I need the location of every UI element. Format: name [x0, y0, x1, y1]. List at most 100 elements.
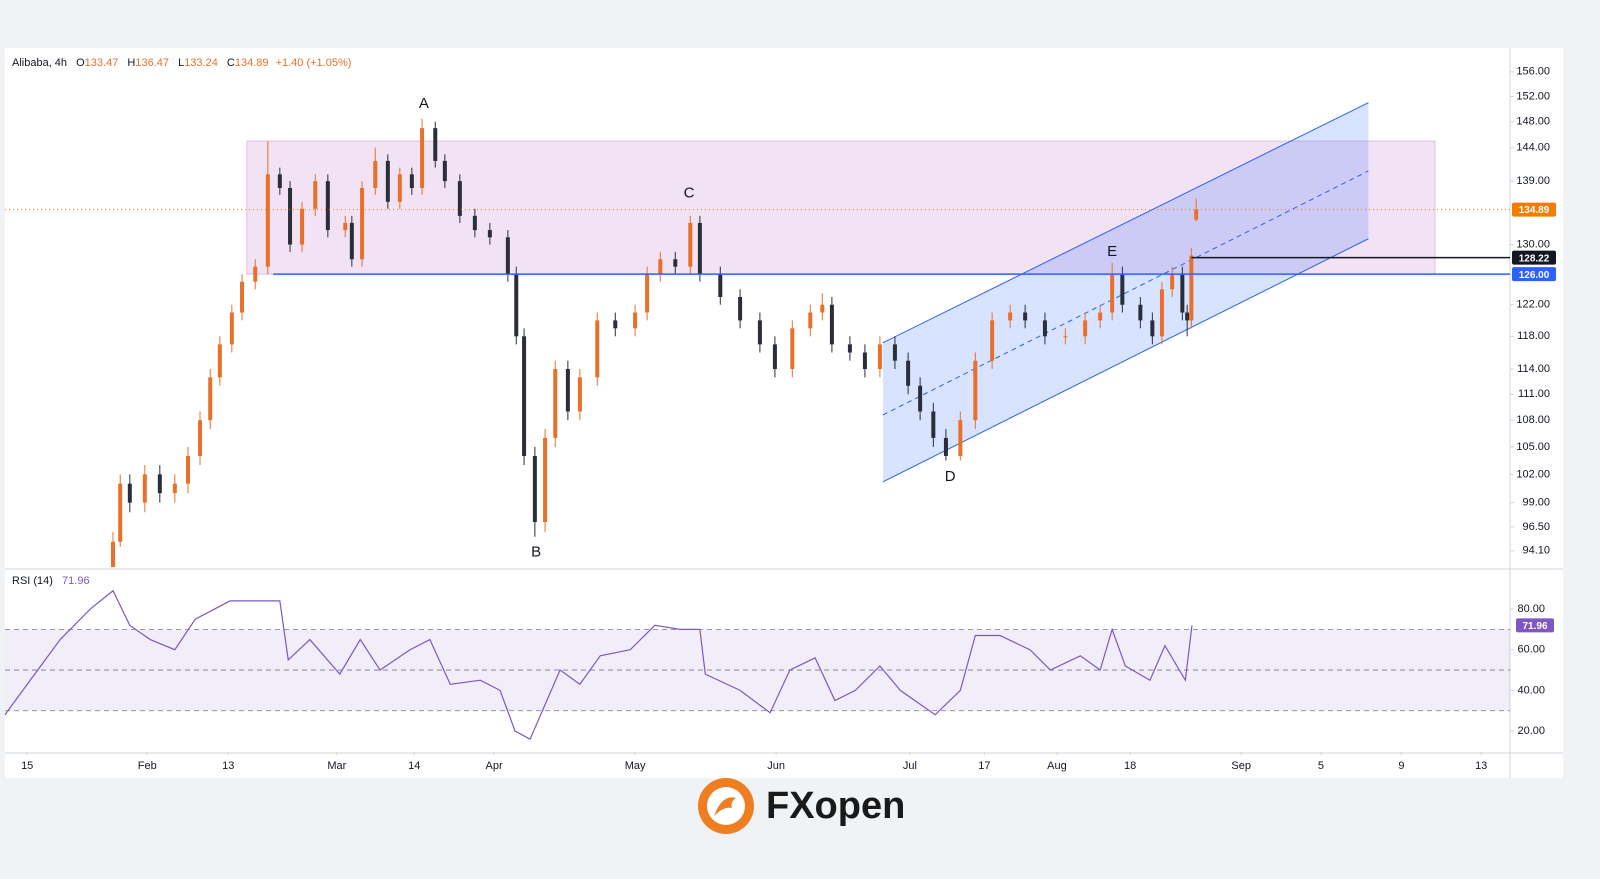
candle-body	[1189, 255, 1194, 321]
x-tick-label: 17	[978, 760, 990, 772]
price-tag-label: 128.22	[1519, 253, 1550, 264]
channel-upper	[882, 102, 1369, 344]
price-tag	[1512, 250, 1556, 265]
candle-body	[772, 344, 777, 369]
y-tick-label: 144.00	[1516, 142, 1550, 154]
logo-text: FXopen	[766, 785, 905, 827]
candle-body	[906, 360, 911, 386]
price-tag-label: 134.89	[1519, 205, 1550, 216]
x-tick-label: Feb	[138, 760, 157, 772]
candle-body	[409, 174, 414, 188]
candle-body	[1180, 274, 1185, 313]
y-tick-label: 99.00	[1522, 497, 1550, 509]
ohlc-label: L	[178, 57, 184, 69]
x-tick-label: Jul	[903, 760, 917, 772]
y-tick-label: 152.00	[1516, 90, 1550, 102]
ohlc-label: O	[76, 57, 85, 69]
y-tick-label: 114.00	[1517, 363, 1550, 375]
candle-body	[553, 368, 558, 438]
candle-body	[1098, 312, 1103, 321]
wave-label: A	[419, 95, 429, 112]
ohlc-value: 133.24	[184, 57, 218, 69]
candle-body	[613, 320, 618, 329]
candle-body	[673, 259, 678, 267]
candle-body	[157, 474, 162, 494]
candle-body	[829, 304, 834, 345]
candle-body	[514, 274, 519, 337]
y-tick-label: 96.50	[1522, 521, 1550, 533]
candle-body	[1008, 312, 1013, 321]
candle-body	[442, 160, 447, 182]
wave-label: B	[531, 544, 541, 561]
x-tick-label: Aug	[1047, 760, 1067, 772]
ohlc-label: H	[127, 57, 135, 69]
candle-body	[958, 420, 963, 456]
candle-body	[1194, 209, 1199, 220]
candle-body	[1150, 320, 1155, 337]
candle-body	[265, 174, 270, 267]
candle-body	[931, 411, 936, 438]
plot-area: 156.00 152.00 148.00 144.00 139.00 130.00 122.…	[4, 66, 1556, 772]
candle-body	[420, 128, 425, 188]
candle-body	[1185, 312, 1190, 321]
change: +1.40 (+1.05%)	[276, 57, 352, 69]
x-tick-label: Apr	[486, 760, 503, 772]
candle-body	[688, 222, 693, 267]
price-tag	[1512, 267, 1556, 282]
rsi-tick-label: 60.00	[1517, 644, 1545, 656]
candle-body	[565, 368, 570, 412]
candle-body	[111, 541, 116, 567]
x-tick-label: May	[625, 760, 646, 772]
candle-body	[385, 160, 390, 202]
rsi-tag-label: 71.96	[1522, 621, 1547, 632]
y-tick-label: 111.00	[1518, 388, 1550, 400]
candle-body	[373, 160, 378, 188]
candle-body	[1170, 274, 1175, 290]
x-tick-label: 14	[408, 760, 420, 772]
candle-body	[1138, 304, 1143, 321]
price-tag-label: 126.00	[1519, 270, 1550, 281]
candle-body	[343, 222, 348, 231]
x-tick-label: 5	[1318, 760, 1324, 772]
x-tick-label: 9	[1398, 760, 1404, 772]
wave-label: C	[684, 184, 695, 201]
candle-body	[472, 215, 477, 231]
candle-body	[313, 181, 318, 209]
candle-body	[918, 385, 923, 412]
candle-body	[532, 455, 537, 522]
candle-body	[718, 274, 723, 297]
candle-body	[1042, 320, 1047, 337]
candle-body	[118, 483, 123, 542]
ohlc-label: C	[227, 57, 235, 69]
y-tick-label: 130.00	[1516, 238, 1550, 250]
header: Alibaba, 4h O133.47 H136.47 L133.24 C134…	[12, 57, 351, 69]
x-tick-label: Sep	[1231, 760, 1251, 772]
candle-body	[208, 377, 213, 421]
candle-body	[186, 455, 191, 484]
candle-body	[127, 483, 132, 503]
rsi-tag	[1516, 618, 1554, 633]
logo: FXopen	[698, 778, 905, 834]
y-tick-label: 156.00	[1516, 66, 1550, 78]
candle-body	[808, 312, 813, 329]
candle-body	[360, 187, 365, 260]
symbol: Alibaba, 4h	[12, 57, 67, 69]
candle-body	[973, 360, 978, 421]
candle-body	[847, 344, 852, 353]
rsi-last: 71.96	[62, 575, 90, 587]
x-tick-label: Mar	[327, 760, 346, 772]
channel-lower	[882, 238, 1369, 483]
y-tick-label: 102.00	[1516, 468, 1550, 480]
y-tick-label: 122.00	[1516, 299, 1550, 311]
candle-body	[457, 181, 462, 216]
candle-body	[738, 296, 743, 321]
candle-body	[300, 208, 305, 245]
x-tick-label: Jun	[767, 760, 785, 772]
candle-body	[240, 281, 245, 313]
channel-fill	[882, 102, 1369, 482]
y-tick-label: 108.00	[1516, 414, 1550, 426]
candle-body	[820, 304, 825, 313]
x-tick-label: 15	[21, 760, 33, 772]
candle-body	[253, 266, 258, 282]
